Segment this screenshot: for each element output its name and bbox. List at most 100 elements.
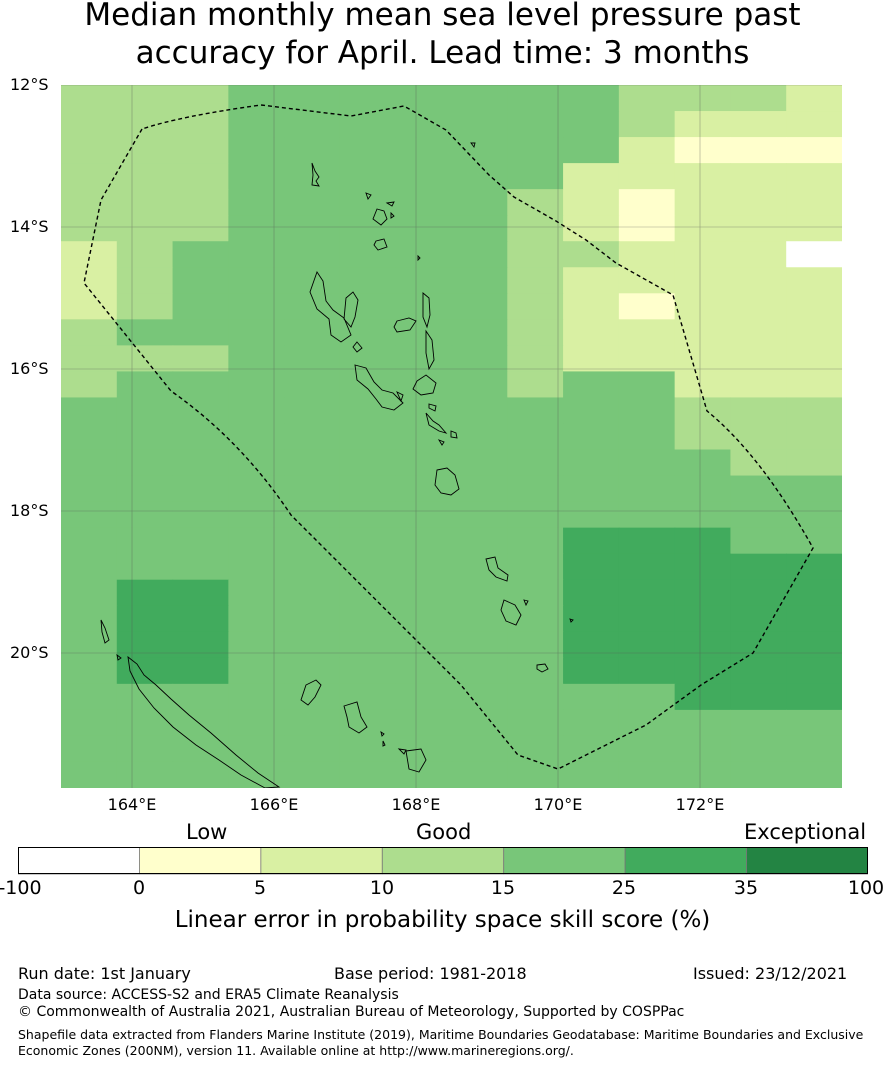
grid-cell: [451, 163, 508, 190]
grid-cell: [116, 475, 174, 503]
grid-cell: [563, 293, 620, 320]
grid-cell: [618, 631, 676, 659]
grid-cell: [563, 501, 620, 529]
grid-cell: [228, 215, 285, 242]
lon-tick-168e: 168°E: [391, 795, 441, 814]
grid-cell: [339, 111, 397, 138]
grid-cell: [563, 631, 620, 659]
grid-cell: [674, 319, 732, 346]
grid-cell: [507, 293, 564, 320]
grid-cell: [451, 631, 508, 659]
grid-cell: [674, 579, 732, 607]
copyright: © Commonwealth of Australia 2021, Austra…: [18, 1004, 685, 1020]
grid-cell: [451, 189, 508, 216]
grid-cell: [563, 761, 620, 788]
grid-cell: [284, 709, 341, 737]
grid-cell: [451, 527, 508, 555]
grid-cell: [674, 345, 732, 373]
grid-cell: [730, 527, 787, 555]
grid-cell: [116, 137, 174, 164]
grid-cell: [339, 735, 397, 763]
grid-cell: [786, 761, 842, 788]
colorbar-tick: 100: [847, 877, 885, 899]
grid-cell: [507, 449, 564, 477]
grid-cell: [395, 423, 453, 451]
grid-cell: [674, 241, 732, 268]
lat-tick-14s: 14°S: [10, 217, 49, 236]
grid-cell: [339, 553, 397, 581]
grid-cell: [228, 553, 285, 581]
coastlines: [100, 142, 574, 788]
grid-cell: [116, 527, 174, 555]
grid-cell: [563, 423, 620, 451]
grid-cell: [618, 449, 676, 477]
colorbar-tick: 15: [490, 877, 516, 899]
colorbar-tick: 5: [253, 877, 267, 899]
colorbar-tick: 35: [733, 877, 759, 899]
grid-cell: [116, 605, 174, 633]
grid-cell: [730, 631, 787, 659]
colorbar-segment: [260, 847, 383, 875]
grid-cell: [339, 163, 397, 190]
grid-cell: [339, 631, 397, 659]
grid-cell: [395, 709, 453, 737]
grid-cell: [228, 163, 285, 190]
grid-cell: [730, 501, 787, 529]
grid-cell: [563, 345, 620, 373]
grid-cell: [228, 449, 285, 477]
grid-cell: [116, 579, 174, 607]
grid-cell: [61, 657, 118, 685]
grid-cell: [563, 735, 620, 763]
grid-cell: [339, 371, 397, 399]
grid-cell: [786, 735, 842, 763]
grid-cell: [563, 397, 620, 425]
grid-cell: [172, 267, 229, 294]
grid-cell: [674, 267, 732, 294]
grid-cell: [507, 189, 564, 216]
grid-cell: [451, 241, 508, 268]
grid-cell: [674, 605, 732, 633]
grid-cell: [228, 735, 285, 763]
grid-cell: [228, 423, 285, 451]
grid-cell: [172, 631, 229, 659]
grid-cell: [618, 683, 676, 711]
grid-cell: [507, 137, 564, 164]
grid-cell: [116, 423, 174, 451]
grid-cell: [674, 657, 732, 685]
grid-cell: [563, 579, 620, 607]
grid-cell: [116, 267, 174, 294]
grid-cell: [618, 475, 676, 503]
grid-cell: [507, 709, 564, 737]
lat-tick-18s: 18°S: [10, 501, 49, 520]
grid-cell: [284, 345, 341, 373]
grid-cell: [451, 137, 508, 164]
grid-cell: [507, 215, 564, 242]
grid-cell: [618, 579, 676, 607]
grid-cell: [116, 631, 174, 659]
grid-cell: [61, 319, 118, 346]
grid-cell: [395, 657, 453, 685]
grid-cell: [451, 449, 508, 477]
grid-cell: [618, 215, 676, 242]
grid-cell: [563, 683, 620, 711]
grid-cell: [786, 371, 842, 399]
grid-cell: [228, 267, 285, 294]
grid-cell: [61, 371, 118, 399]
grid-cell: [284, 319, 341, 346]
grid-cell: [674, 85, 732, 112]
grid-cell: [786, 475, 842, 503]
grid-cell: [730, 709, 787, 737]
grid-cell: [618, 371, 676, 399]
grid-cell: [395, 605, 453, 633]
grid-cell: [61, 215, 118, 242]
grid-cell: [228, 501, 285, 529]
grid-cell: [61, 709, 118, 737]
grid-cell: [618, 605, 676, 633]
grid-cell: [116, 709, 174, 737]
grid-cell: [61, 449, 118, 477]
colorbar-segment: [18, 847, 140, 875]
grid-cell: [674, 709, 732, 737]
grid-cell: [284, 683, 341, 711]
grid-cell: [339, 657, 397, 685]
grid-cell: [507, 605, 564, 633]
